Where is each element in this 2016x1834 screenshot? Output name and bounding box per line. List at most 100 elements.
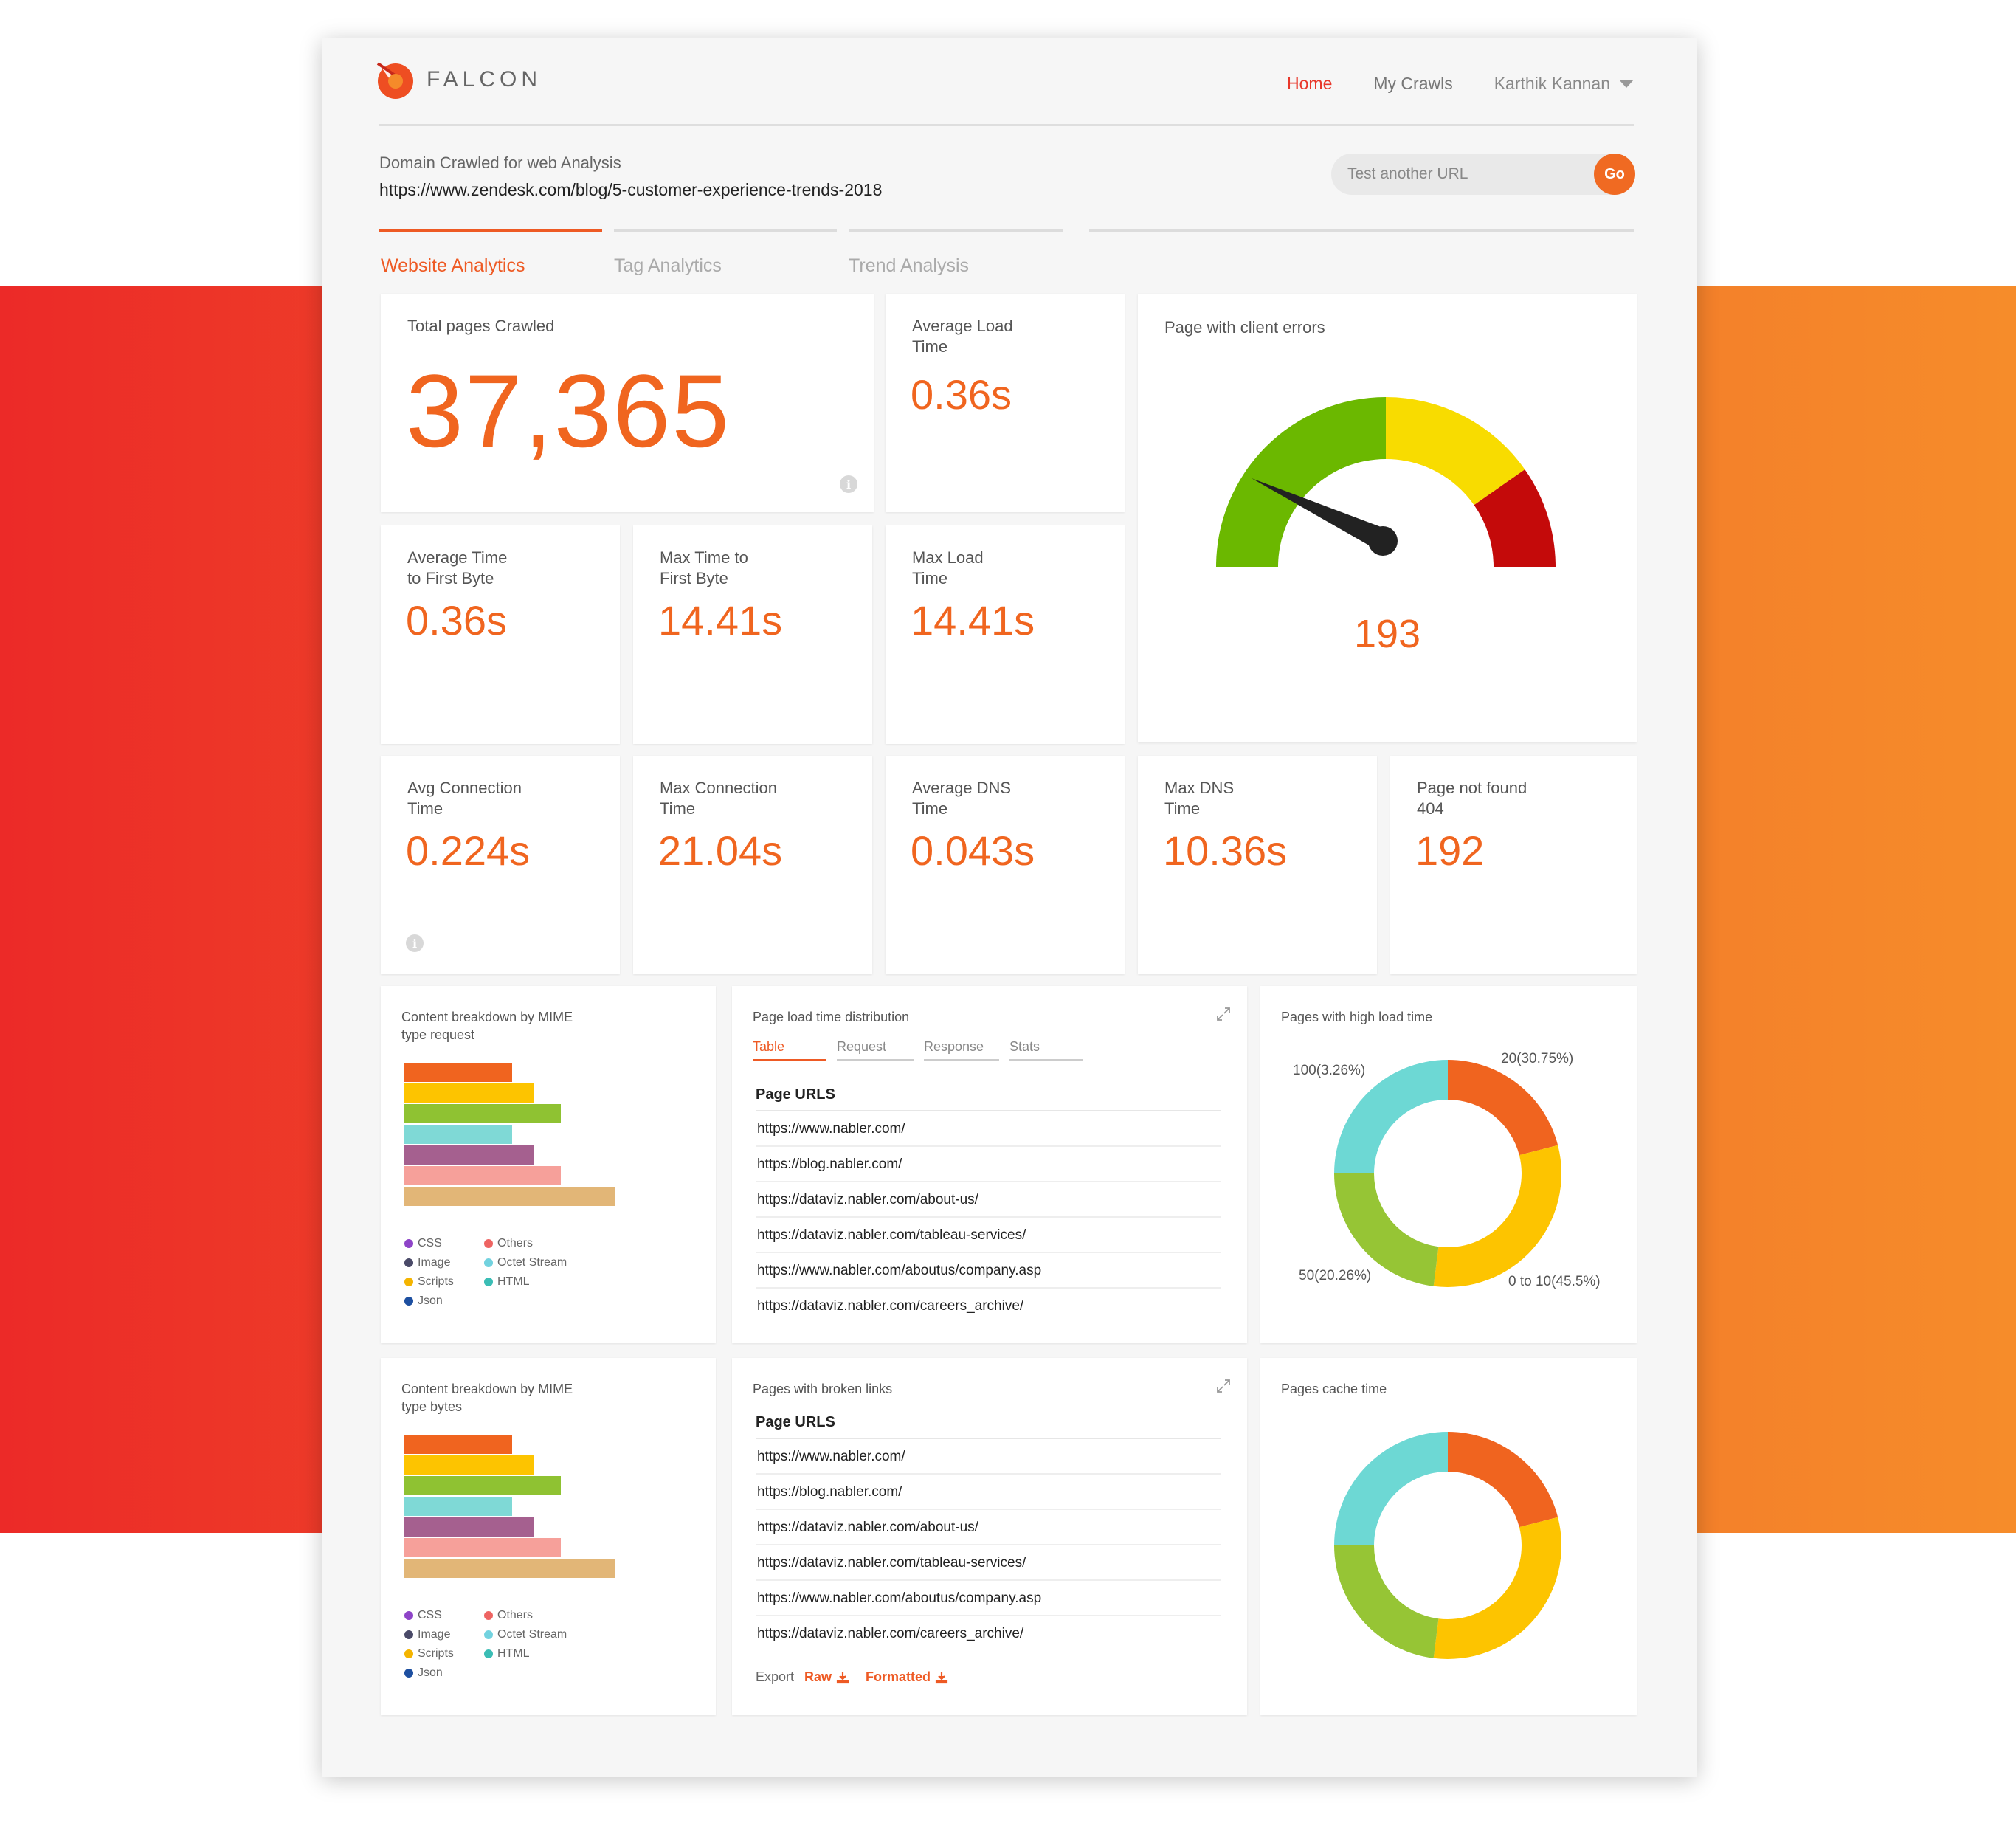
broken-links-table: Page URLS https://www.nabler.com/ https:… [756, 1405, 1221, 1652]
gauge-value: 193 [1353, 612, 1421, 656]
card-max-connection: Max Connection Time 21.04s [633, 756, 872, 974]
card-high-load: Pages with high load time 20(30.75%) 0 t… [1260, 986, 1637, 1343]
nav-home[interactable]: Home [1287, 74, 1333, 93]
url-search: Go [1331, 154, 1635, 195]
metric-title: Average Load [912, 317, 1013, 335]
metric-title-line2: Time [407, 799, 443, 818]
donut-slice [1334, 1545, 1439, 1658]
tab-table[interactable]: Table [753, 1039, 826, 1061]
metric-title: Total pages Crawled [407, 317, 555, 335]
card-max-ttfb: Max Time to First Byte 14.41s [633, 525, 872, 744]
table-row[interactable]: https://www.nabler.com/aboutus/company.a… [756, 1581, 1221, 1616]
bar [404, 1166, 561, 1185]
bar [404, 1476, 561, 1495]
table-row[interactable]: https://blog.nabler.com/ [756, 1475, 1221, 1510]
card-max-dns: Max DNS Time 10.36s [1138, 756, 1377, 974]
tab-trend-analysis[interactable]: Trend Analysis [849, 229, 1063, 280]
metric-title: Max Connection [660, 779, 777, 797]
legend-item: HTML [484, 1275, 530, 1289]
export-label: Export [756, 1669, 795, 1684]
table-row[interactable]: https://dataviz.nabler.com/about-us/ [756, 1182, 1221, 1218]
table-row[interactable]: https://www.nabler.com/ [756, 1111, 1221, 1147]
falcon-logo-icon [376, 62, 413, 99]
legend-label: Others [497, 1609, 534, 1621]
tab-website-analytics[interactable]: Website Analytics [379, 229, 602, 280]
user-name: Karthik Kannan [1494, 74, 1610, 93]
tab-tag-analytics[interactable]: Tag Analytics [614, 229, 837, 280]
legend-item: Json [404, 1295, 443, 1308]
legend-item: Others [484, 1609, 533, 1622]
chart-title: Content breakdown by MIME [401, 1382, 573, 1396]
app-window: FALCON Home My Crawls Karthik Kannan Dom… [322, 38, 1697, 1777]
table-row[interactable]: https://dataviz.nabler.com/tableau-servi… [756, 1218, 1221, 1253]
tab-stats[interactable]: Stats [1009, 1039, 1083, 1061]
table-row[interactable]: https://dataviz.nabler.com/about-us/ [756, 1510, 1221, 1545]
metric-title-line2: Time [912, 569, 948, 587]
table-row[interactable]: https://blog.nabler.com/ [756, 1147, 1221, 1182]
table-row[interactable]: https://dataviz.nabler.com/careers_archi… [757, 1298, 1024, 1314]
expand-icon[interactable] [1215, 1377, 1232, 1395]
metric-value: 10.36s [1163, 827, 1288, 874]
legend-item: CSS [404, 1237, 442, 1250]
metric-title: Max DNS [1164, 779, 1235, 797]
legend-item: Json [404, 1666, 443, 1680]
table-header: Page URLS [756, 1405, 1221, 1439]
metric-title: Page not found [1417, 779, 1527, 797]
table-row[interactable]: https://dataviz.nabler.com/careers_archi… [757, 1626, 1024, 1641]
table-row[interactable]: https://www.nabler.com/ [756, 1439, 1221, 1475]
expand-icon[interactable] [1215, 1005, 1232, 1023]
metric-title: Avg Connection [407, 779, 522, 797]
card-total-pages: Total pages Crawled 37,365 i [381, 294, 874, 512]
info-icon[interactable]: i [406, 934, 424, 952]
bar [404, 1083, 534, 1103]
legend-label: Json [418, 1295, 443, 1307]
nav-my-crawls[interactable]: My Crawls [1373, 74, 1453, 93]
chevron-down-icon [1619, 80, 1634, 88]
download-icon [935, 1672, 948, 1683]
legend-dot [404, 1239, 413, 1248]
card-cache-time: Pages cache time [1260, 1358, 1637, 1715]
card-page-not-found: Page not found 404 192 [1390, 756, 1637, 974]
card-mime-bytes: Content breakdown by MIME type bytes CSS … [381, 1358, 716, 1715]
legend-item: Image [404, 1256, 450, 1269]
legend-item: Scripts [404, 1275, 454, 1289]
legend-label: Image [418, 1628, 451, 1641]
export-formatted-link[interactable]: Formatted [866, 1669, 948, 1685]
bar [404, 1125, 512, 1144]
legend-dot [404, 1630, 413, 1639]
metric-title-line2: Time [912, 337, 948, 356]
info-icon[interactable]: i [840, 475, 857, 493]
card-max-load: Max Load Time 14.41s [886, 525, 1125, 744]
export-raw-label: Raw [804, 1669, 832, 1684]
table-row[interactable]: https://www.nabler.com/aboutus/company.a… [756, 1253, 1221, 1289]
go-button[interactable]: Go [1594, 154, 1635, 195]
url-search-input[interactable] [1331, 154, 1582, 195]
bar [404, 1435, 512, 1454]
export-raw-link[interactable]: Raw [804, 1669, 849, 1685]
donut-slice [1334, 1173, 1439, 1286]
metric-value: 14.41s [658, 597, 783, 644]
export-formatted-label: Formatted [866, 1669, 931, 1684]
donut-slice [1448, 1060, 1558, 1156]
user-menu[interactable]: Karthik Kannan [1494, 74, 1634, 94]
domain-url: https://www.zendesk.com/blog/5-customer-… [379, 180, 883, 199]
logo[interactable]: FALCON [375, 59, 542, 100]
chart-title: Content breakdown by MIME [401, 1010, 573, 1024]
metric-title: Average Time [407, 548, 508, 567]
metric-value: 37,365 [406, 353, 731, 469]
bar [404, 1145, 534, 1165]
legend-dot [484, 1239, 493, 1248]
tab-request[interactable]: Request [837, 1039, 914, 1061]
legend-label: HTML [497, 1275, 530, 1288]
legend-dot [484, 1278, 493, 1286]
metric-value: 0.36s [911, 371, 1012, 418]
tab-response[interactable]: Response [924, 1039, 999, 1061]
table-row[interactable]: https://dataviz.nabler.com/tableau-servi… [756, 1545, 1221, 1581]
donut-slice [1433, 1145, 1561, 1287]
donut-label: 20(30.75%) [1501, 1051, 1574, 1066]
metric-title: Average DNS [912, 779, 1012, 797]
gauge-green-segment [1216, 397, 1386, 567]
legend-label: HTML [497, 1647, 530, 1660]
metric-title: Max Load [912, 548, 984, 567]
metric-title: Max Time to [660, 548, 748, 567]
